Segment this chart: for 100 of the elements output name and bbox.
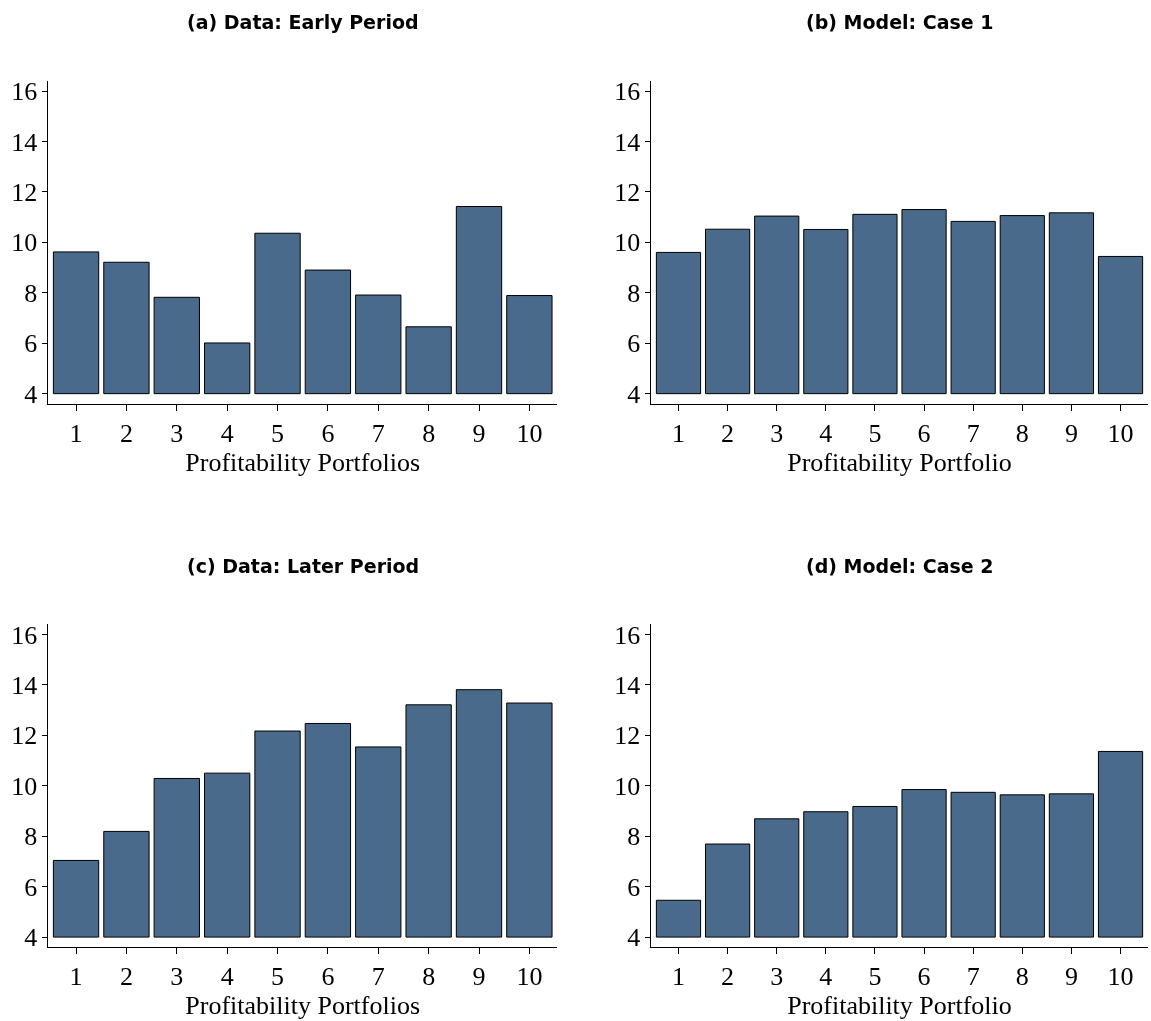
x-tick-label: 1 — [671, 418, 685, 448]
x-tick-label: 2 — [119, 418, 133, 448]
bar — [1097, 750, 1144, 938]
y-tick-label: 8 — [627, 822, 641, 852]
bar — [901, 209, 947, 395]
bar — [405, 326, 452, 395]
bar — [1048, 212, 1095, 395]
x-tick-label: 4 — [220, 962, 234, 992]
bar — [655, 899, 702, 938]
y-tick-label: 10 — [614, 771, 641, 801]
bar — [705, 843, 751, 938]
y-tick-label: 4 — [627, 923, 641, 953]
bar — [803, 228, 849, 395]
x-tick-label: 6 — [917, 962, 931, 992]
bar — [455, 206, 503, 395]
x-axis-title: Profitability Portfolios — [185, 991, 421, 1021]
bar — [153, 296, 200, 395]
x-axis-title: Profitability Portfolio — [787, 447, 1012, 477]
bar — [901, 789, 947, 938]
bar — [153, 777, 200, 938]
y-tick-label: 12 — [11, 177, 38, 207]
chart-title: (a) Data: Early Period — [187, 11, 419, 33]
x-tick-label: 2 — [119, 962, 133, 992]
y-tick-label: 14 — [614, 127, 641, 157]
x-tick-label: 7 — [371, 962, 385, 992]
x-axis-title: Profitability Portfolio — [787, 991, 1012, 1021]
bar — [203, 342, 251, 395]
x-tick-label: 7 — [966, 962, 980, 992]
y-tick-label: 12 — [11, 721, 38, 751]
y-tick-label: 4 — [24, 379, 38, 409]
x-tick-label: 10 — [516, 418, 543, 448]
bar — [304, 269, 352, 395]
y-tick-label: 10 — [11, 228, 38, 258]
bar — [655, 251, 702, 395]
bar — [950, 220, 996, 395]
bar — [754, 818, 800, 938]
y-tick-label: 16 — [11, 77, 38, 107]
x-tick-label: 1 — [671, 962, 685, 992]
y-tick-label: 6 — [24, 872, 38, 902]
bar — [506, 295, 553, 395]
x-tick-label: 10 — [1107, 962, 1134, 992]
x-tick-label: 4 — [819, 418, 833, 448]
bar — [203, 772, 251, 938]
y-tick-label: 16 — [11, 620, 38, 650]
chart-title: (d) Model: Case 2 — [806, 555, 994, 577]
bar — [1048, 793, 1095, 938]
x-tick-label: 5 — [868, 418, 882, 448]
bar — [103, 830, 150, 938]
bar — [355, 294, 402, 395]
x-tick-label: 10 — [1107, 418, 1134, 448]
x-tick-label: 6 — [321, 962, 335, 992]
bar — [103, 261, 150, 395]
x-tick-label: 1 — [69, 418, 83, 448]
y-tick-label: 6 — [627, 329, 641, 359]
y-tick-label: 6 — [627, 872, 641, 902]
x-tick-label: 4 — [220, 418, 234, 448]
x-tick-label: 8 — [1015, 962, 1029, 992]
bar — [852, 213, 898, 395]
x-tick-label: 5 — [271, 418, 285, 448]
x-tick-label: 6 — [917, 418, 931, 448]
y-tick-label: 14 — [11, 670, 38, 700]
bar — [355, 746, 402, 938]
y-tick-label: 16 — [614, 77, 641, 107]
x-tick-label: 8 — [1015, 418, 1029, 448]
x-tick-label: 3 — [770, 962, 784, 992]
bar — [254, 730, 301, 938]
x-tick-label: 1 — [69, 962, 83, 992]
x-tick-label: 3 — [170, 418, 184, 448]
bar — [405, 704, 452, 938]
x-tick-label: 8 — [422, 418, 436, 448]
x-tick-label: 10 — [516, 962, 543, 992]
y-tick-label: 14 — [614, 670, 641, 700]
bar — [950, 791, 996, 938]
x-tick-label: 8 — [422, 962, 436, 992]
y-tick-label: 14 — [11, 127, 38, 157]
bar — [506, 702, 553, 938]
y-tick-label: 4 — [24, 923, 38, 953]
y-tick-label: 10 — [614, 228, 641, 258]
bar — [52, 251, 100, 395]
y-tick-label: 8 — [24, 822, 38, 852]
bar — [705, 228, 751, 395]
x-tick-label: 5 — [868, 962, 882, 992]
bar — [852, 805, 898, 938]
x-tick-label: 3 — [170, 962, 184, 992]
bar — [254, 232, 301, 395]
y-tick-label: 6 — [24, 329, 38, 359]
x-tick-label: 6 — [321, 418, 335, 448]
bar — [803, 811, 849, 938]
y-tick-label: 12 — [614, 721, 641, 751]
x-tick-label: 9 — [472, 962, 486, 992]
x-tick-label: 7 — [371, 418, 385, 448]
bar — [455, 689, 503, 938]
x-tick-label: 3 — [770, 418, 784, 448]
y-tick-label: 16 — [614, 620, 641, 650]
bar — [999, 794, 1045, 938]
x-tick-label: 4 — [819, 962, 833, 992]
y-tick-label: 10 — [11, 771, 38, 801]
x-tick-label: 9 — [1064, 962, 1078, 992]
x-tick-label: 7 — [966, 418, 980, 448]
y-tick-label: 12 — [614, 177, 641, 207]
